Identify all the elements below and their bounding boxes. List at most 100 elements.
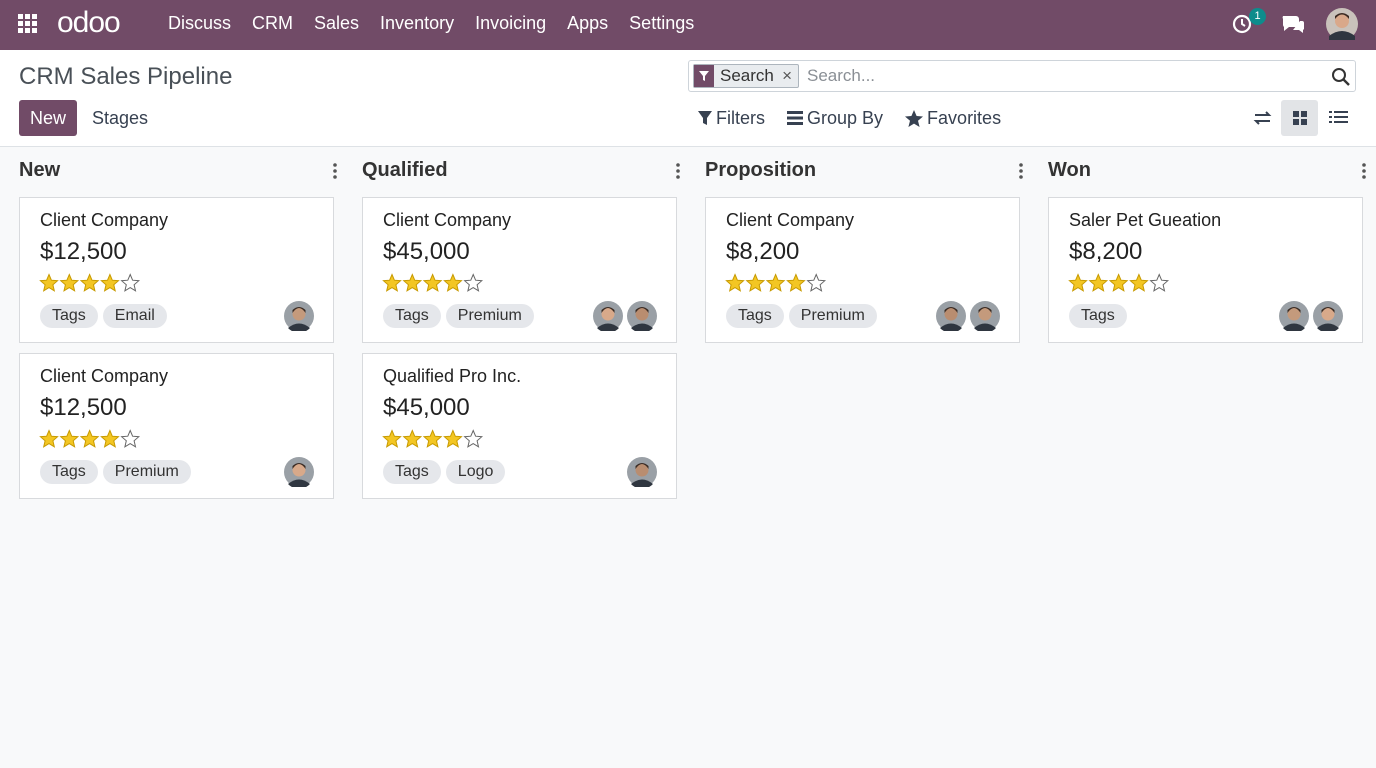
- menu-item[interactable]: Discuss: [168, 13, 232, 33]
- star-filled: [745, 273, 766, 292]
- column-menu[interactable]: [1361, 162, 1367, 180]
- new-button[interactable]: New: [19, 100, 77, 136]
- menu-item[interactable]: Inventory: [380, 13, 455, 33]
- kanban-card[interactable]: Client Company $45,000 Tags Premium: [362, 197, 677, 343]
- card-company: Client Company: [726, 210, 855, 230]
- card-amount: $45,000: [383, 238, 470, 265]
- activity-icon[interactable]: [1232, 13, 1254, 35]
- search-icon[interactable]: [1331, 67, 1351, 87]
- search-input[interactable]: Search...: [807, 66, 876, 85]
- star-filled: [79, 273, 100, 292]
- star-empty: [463, 273, 484, 292]
- column-menu[interactable]: [675, 162, 681, 180]
- kanban-card[interactable]: Client Company $12,500 Tags Email: [19, 197, 334, 343]
- avatar-hair: [978, 307, 992, 313]
- menu-item[interactable]: CRM: [252, 13, 294, 33]
- kanban-card[interactable]: Saler Pet Gueation $8,200 Tags: [1048, 197, 1363, 343]
- avatar-face: [1321, 307, 1335, 321]
- dot: [1019, 175, 1023, 179]
- icon: [698, 111, 712, 125]
- avatar: [1313, 301, 1343, 331]
- brand[interactable]: odoo: [57, 6, 121, 39]
- dot: [333, 163, 337, 167]
- refresh-view[interactable]: [1244, 100, 1281, 136]
- tag: Tags: [726, 304, 784, 328]
- kanban-card[interactable]: Qualified Pro Inc. $45,000 Tags Logo: [362, 353, 677, 499]
- column-menu[interactable]: [332, 162, 338, 180]
- facet-remove[interactable]: ×: [782, 66, 792, 85]
- icon: [905, 109, 924, 127]
- assignee-avatars: [284, 457, 314, 487]
- avatar-face: [635, 307, 649, 321]
- label: Filters: [716, 108, 765, 128]
- card-amount: $8,200: [1069, 238, 1143, 265]
- search-options: Filters Group By Favorites: [698, 100, 1023, 136]
- card-tags: Tags Premium: [40, 460, 191, 484]
- avatar: [284, 457, 314, 487]
- column-menu[interactable]: [1018, 162, 1024, 180]
- chat-icon[interactable]: [1281, 13, 1305, 35]
- priority-stars[interactable]: [725, 273, 835, 293]
- avatar-body: [631, 479, 653, 487]
- star-empty: [120, 273, 141, 292]
- menu-item[interactable]: Apps: [567, 13, 609, 33]
- dot: [676, 175, 680, 179]
- groupby-toggle[interactable]: Group By: [787, 100, 883, 136]
- card-tags: Tags Email: [40, 304, 167, 328]
- star-filled: [382, 429, 402, 448]
- user-avatar[interactable]: [1326, 8, 1358, 40]
- avatar-face: [601, 307, 615, 321]
- activity-badge: 1: [1249, 8, 1266, 25]
- assignee-avatars: [627, 457, 657, 487]
- star-filled: [1108, 273, 1129, 292]
- avatar-hair: [292, 307, 306, 313]
- control-panel: CRM Sales Pipeline New Stages Search × S…: [0, 50, 1376, 147]
- kanban-card[interactable]: Client Company $12,500 Tags Premium: [19, 353, 334, 499]
- list-view[interactable]: [1319, 100, 1356, 136]
- dot: [333, 169, 337, 173]
- avatar-body: [940, 323, 962, 331]
- star-filled: [100, 273, 120, 292]
- priority-stars[interactable]: [39, 429, 149, 449]
- priority-stars[interactable]: [382, 273, 492, 293]
- avatar: [970, 301, 1000, 331]
- avatar: [936, 301, 966, 331]
- tag: Logo: [445, 460, 506, 484]
- assignee-avatars: [936, 301, 1000, 331]
- star-empty: [120, 429, 141, 448]
- search-bar[interactable]: Search × Search...: [688, 60, 1356, 92]
- avatar: [593, 301, 623, 331]
- star-empty: [1149, 273, 1170, 292]
- filters-toggle[interactable]: Filters: [698, 100, 765, 136]
- avatar-body: [288, 479, 310, 487]
- tag: Email: [102, 304, 167, 328]
- menu-item[interactable]: Invoicing: [475, 13, 547, 33]
- priority-stars[interactable]: [382, 429, 492, 449]
- avatar-body: [288, 323, 310, 331]
- card-company: Saler Pet Gueation: [1069, 210, 1222, 230]
- star-filled: [1068, 273, 1088, 292]
- priority-stars[interactable]: [1068, 273, 1178, 293]
- avatar-face: [635, 463, 649, 477]
- menu-item[interactable]: Sales: [314, 13, 360, 33]
- star-filled: [39, 273, 59, 292]
- priority-stars[interactable]: [39, 273, 149, 293]
- icon: [787, 111, 803, 125]
- column-title: Proposition: [705, 159, 817, 181]
- menu-item[interactable]: Settings: [629, 13, 695, 33]
- avatar-hair: [944, 307, 958, 313]
- card-tags: Tags Premium: [383, 304, 534, 328]
- stages-button[interactable]: Stages: [92, 108, 149, 128]
- star-empty: [463, 429, 484, 448]
- avatar-hair: [1321, 307, 1335, 313]
- kanban-view[interactable]: [1281, 100, 1318, 136]
- favorites-toggle[interactable]: Favorites: [905, 100, 1001, 136]
- avatar: [284, 301, 314, 331]
- dot: [1362, 175, 1366, 179]
- card-tags: Tags Logo: [383, 460, 506, 484]
- kanban-card[interactable]: Client Company $8,200 Tags Premium: [705, 197, 1020, 343]
- avatar-body: [1317, 323, 1339, 331]
- search-facet: Search ×: [693, 64, 799, 88]
- avatar-face: [292, 307, 306, 321]
- apps-icon[interactable]: [18, 14, 38, 34]
